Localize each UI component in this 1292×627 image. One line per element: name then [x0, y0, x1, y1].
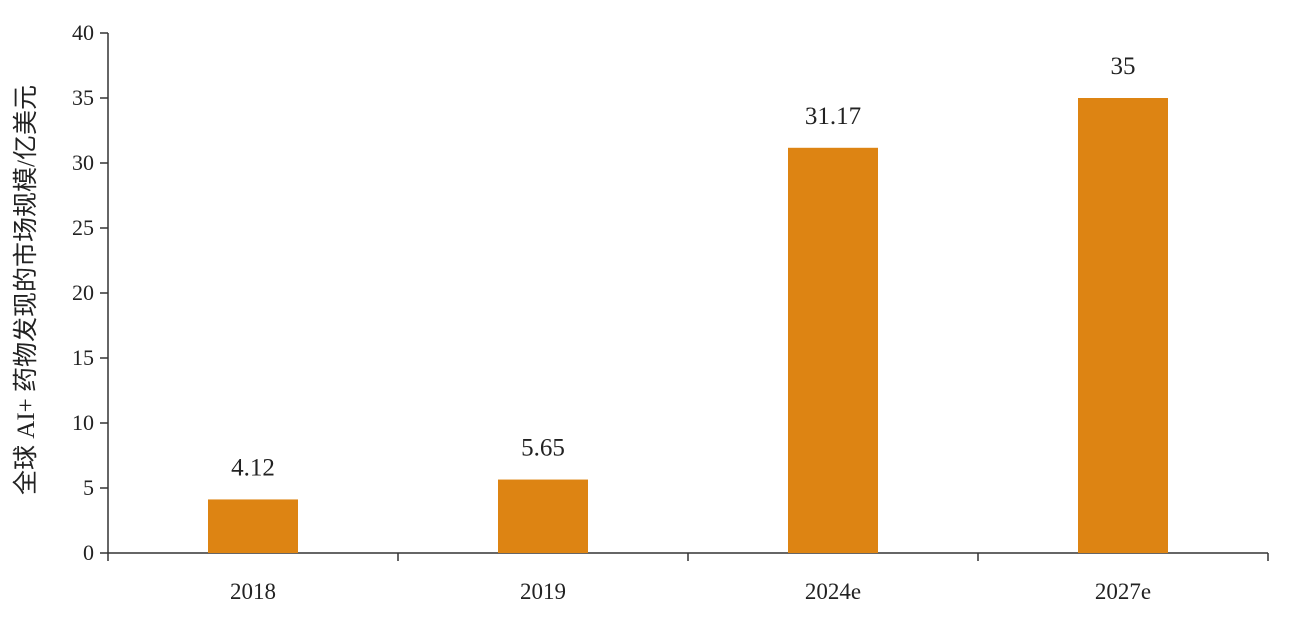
x-tick-label: 2019 — [520, 579, 566, 604]
bar — [208, 499, 298, 553]
y-tick-label: 20 — [72, 280, 94, 305]
y-tick-label: 15 — [72, 345, 94, 370]
axes: 0 5 10 15 20 25 30 35 40 — [72, 20, 1269, 565]
y-tick-label: 5 — [83, 475, 94, 500]
data-label: 31.17 — [805, 103, 861, 130]
bars — [208, 98, 1168, 554]
x-tick-label: 2018 — [230, 579, 276, 604]
labels: 4.12 2018 5.65 2019 31.17 2024e 35 2027e — [230, 53, 1151, 604]
data-label: 4.12 — [231, 454, 275, 481]
data-label: 35 — [1111, 53, 1136, 80]
y-tick-label: 40 — [72, 20, 94, 45]
x-tick-label: 2024e — [805, 579, 861, 604]
bar — [498, 479, 588, 553]
bar — [1078, 98, 1168, 553]
bar — [788, 147, 878, 554]
y-tick-label: 25 — [72, 215, 94, 240]
y-tick-label: 0 — [83, 540, 94, 565]
y-tick-label: 35 — [72, 85, 94, 110]
y-tick-label: 30 — [72, 150, 94, 175]
y-tick-label: 10 — [72, 410, 94, 435]
y-axis-title: 全球 AI+ 药物发现的市场规模/亿美元 — [12, 85, 40, 495]
x-tick-label: 2027e — [1095, 579, 1151, 604]
data-label: 5.65 — [521, 435, 565, 462]
